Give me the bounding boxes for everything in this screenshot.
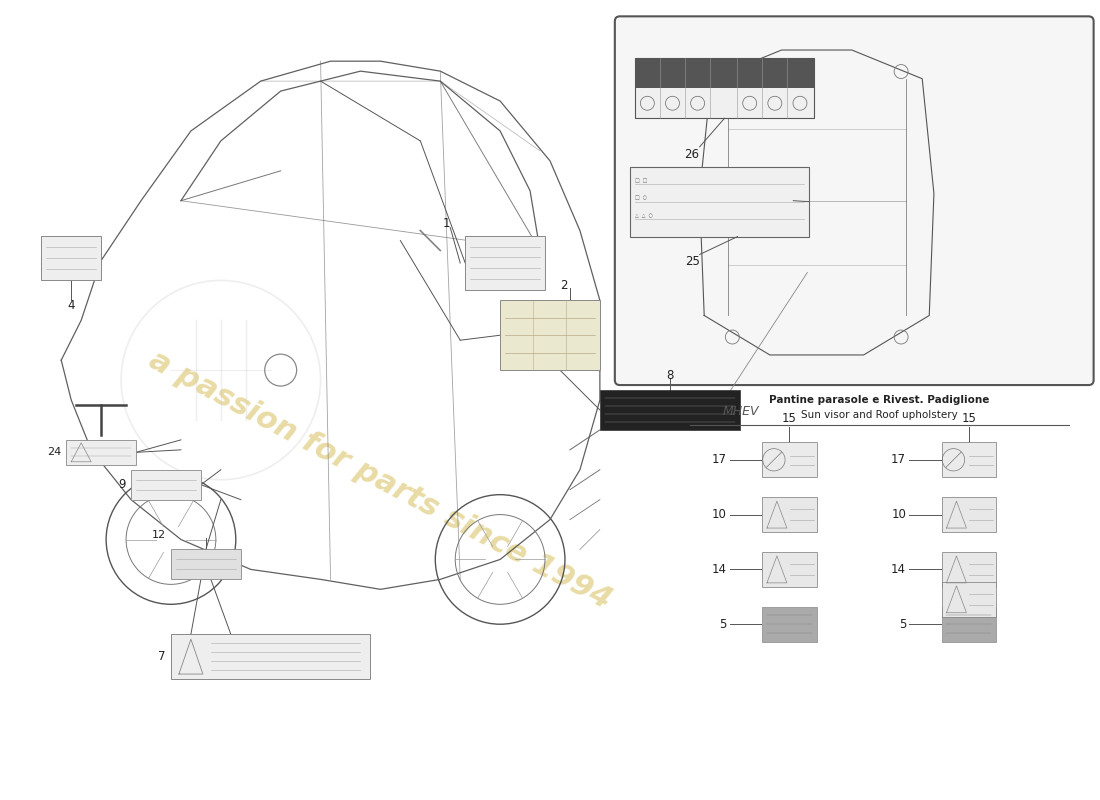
Bar <box>131 470 201 500</box>
Bar <box>762 606 817 642</box>
Bar <box>635 58 814 118</box>
Bar <box>66 440 136 465</box>
Text: Pantine parasole e Rivest. Padiglione: Pantine parasole e Rivest. Padiglione <box>769 395 989 405</box>
Bar <box>630 167 810 237</box>
Text: 10: 10 <box>891 508 906 521</box>
Text: 17: 17 <box>891 454 906 466</box>
Text: 5: 5 <box>719 618 727 630</box>
Text: Sun visor and Roof upholstery: Sun visor and Roof upholstery <box>801 410 957 420</box>
Bar <box>42 235 101 281</box>
Bar <box>762 552 817 587</box>
Text: 9: 9 <box>119 478 126 491</box>
Bar <box>170 550 241 579</box>
Text: 2: 2 <box>560 279 568 292</box>
Text: 26: 26 <box>684 147 700 161</box>
Text: 4: 4 <box>67 299 75 312</box>
Bar <box>170 634 371 679</box>
Bar <box>465 235 544 290</box>
Text: a passion for parts since 1994: a passion for parts since 1994 <box>144 345 616 614</box>
Text: 24: 24 <box>47 447 62 458</box>
Text: □  □: □ □ <box>635 178 647 183</box>
Bar <box>942 442 997 478</box>
Bar <box>942 497 997 532</box>
Text: 10: 10 <box>712 508 727 521</box>
Text: 8: 8 <box>666 369 673 382</box>
Text: 15: 15 <box>782 412 796 425</box>
Bar <box>762 442 817 478</box>
Text: 7: 7 <box>158 650 166 663</box>
Text: △  △  ○: △ △ ○ <box>635 213 652 218</box>
Text: 12: 12 <box>152 530 166 539</box>
Bar <box>600 390 739 430</box>
Bar <box>942 552 997 587</box>
Text: 14: 14 <box>891 563 906 576</box>
Text: MHEV: MHEV <box>723 405 759 418</box>
Bar <box>942 606 997 642</box>
Text: 25: 25 <box>684 255 700 268</box>
Text: 1: 1 <box>443 217 450 230</box>
Text: 17: 17 <box>712 454 727 466</box>
Bar <box>762 497 817 532</box>
Text: 14: 14 <box>712 563 727 576</box>
Text: □  ○: □ ○ <box>635 196 647 201</box>
Text: 5: 5 <box>899 618 906 630</box>
Bar <box>942 582 997 617</box>
FancyBboxPatch shape <box>615 16 1093 385</box>
Bar <box>635 58 814 88</box>
Text: 15: 15 <box>961 412 977 425</box>
Bar <box>500 300 600 370</box>
